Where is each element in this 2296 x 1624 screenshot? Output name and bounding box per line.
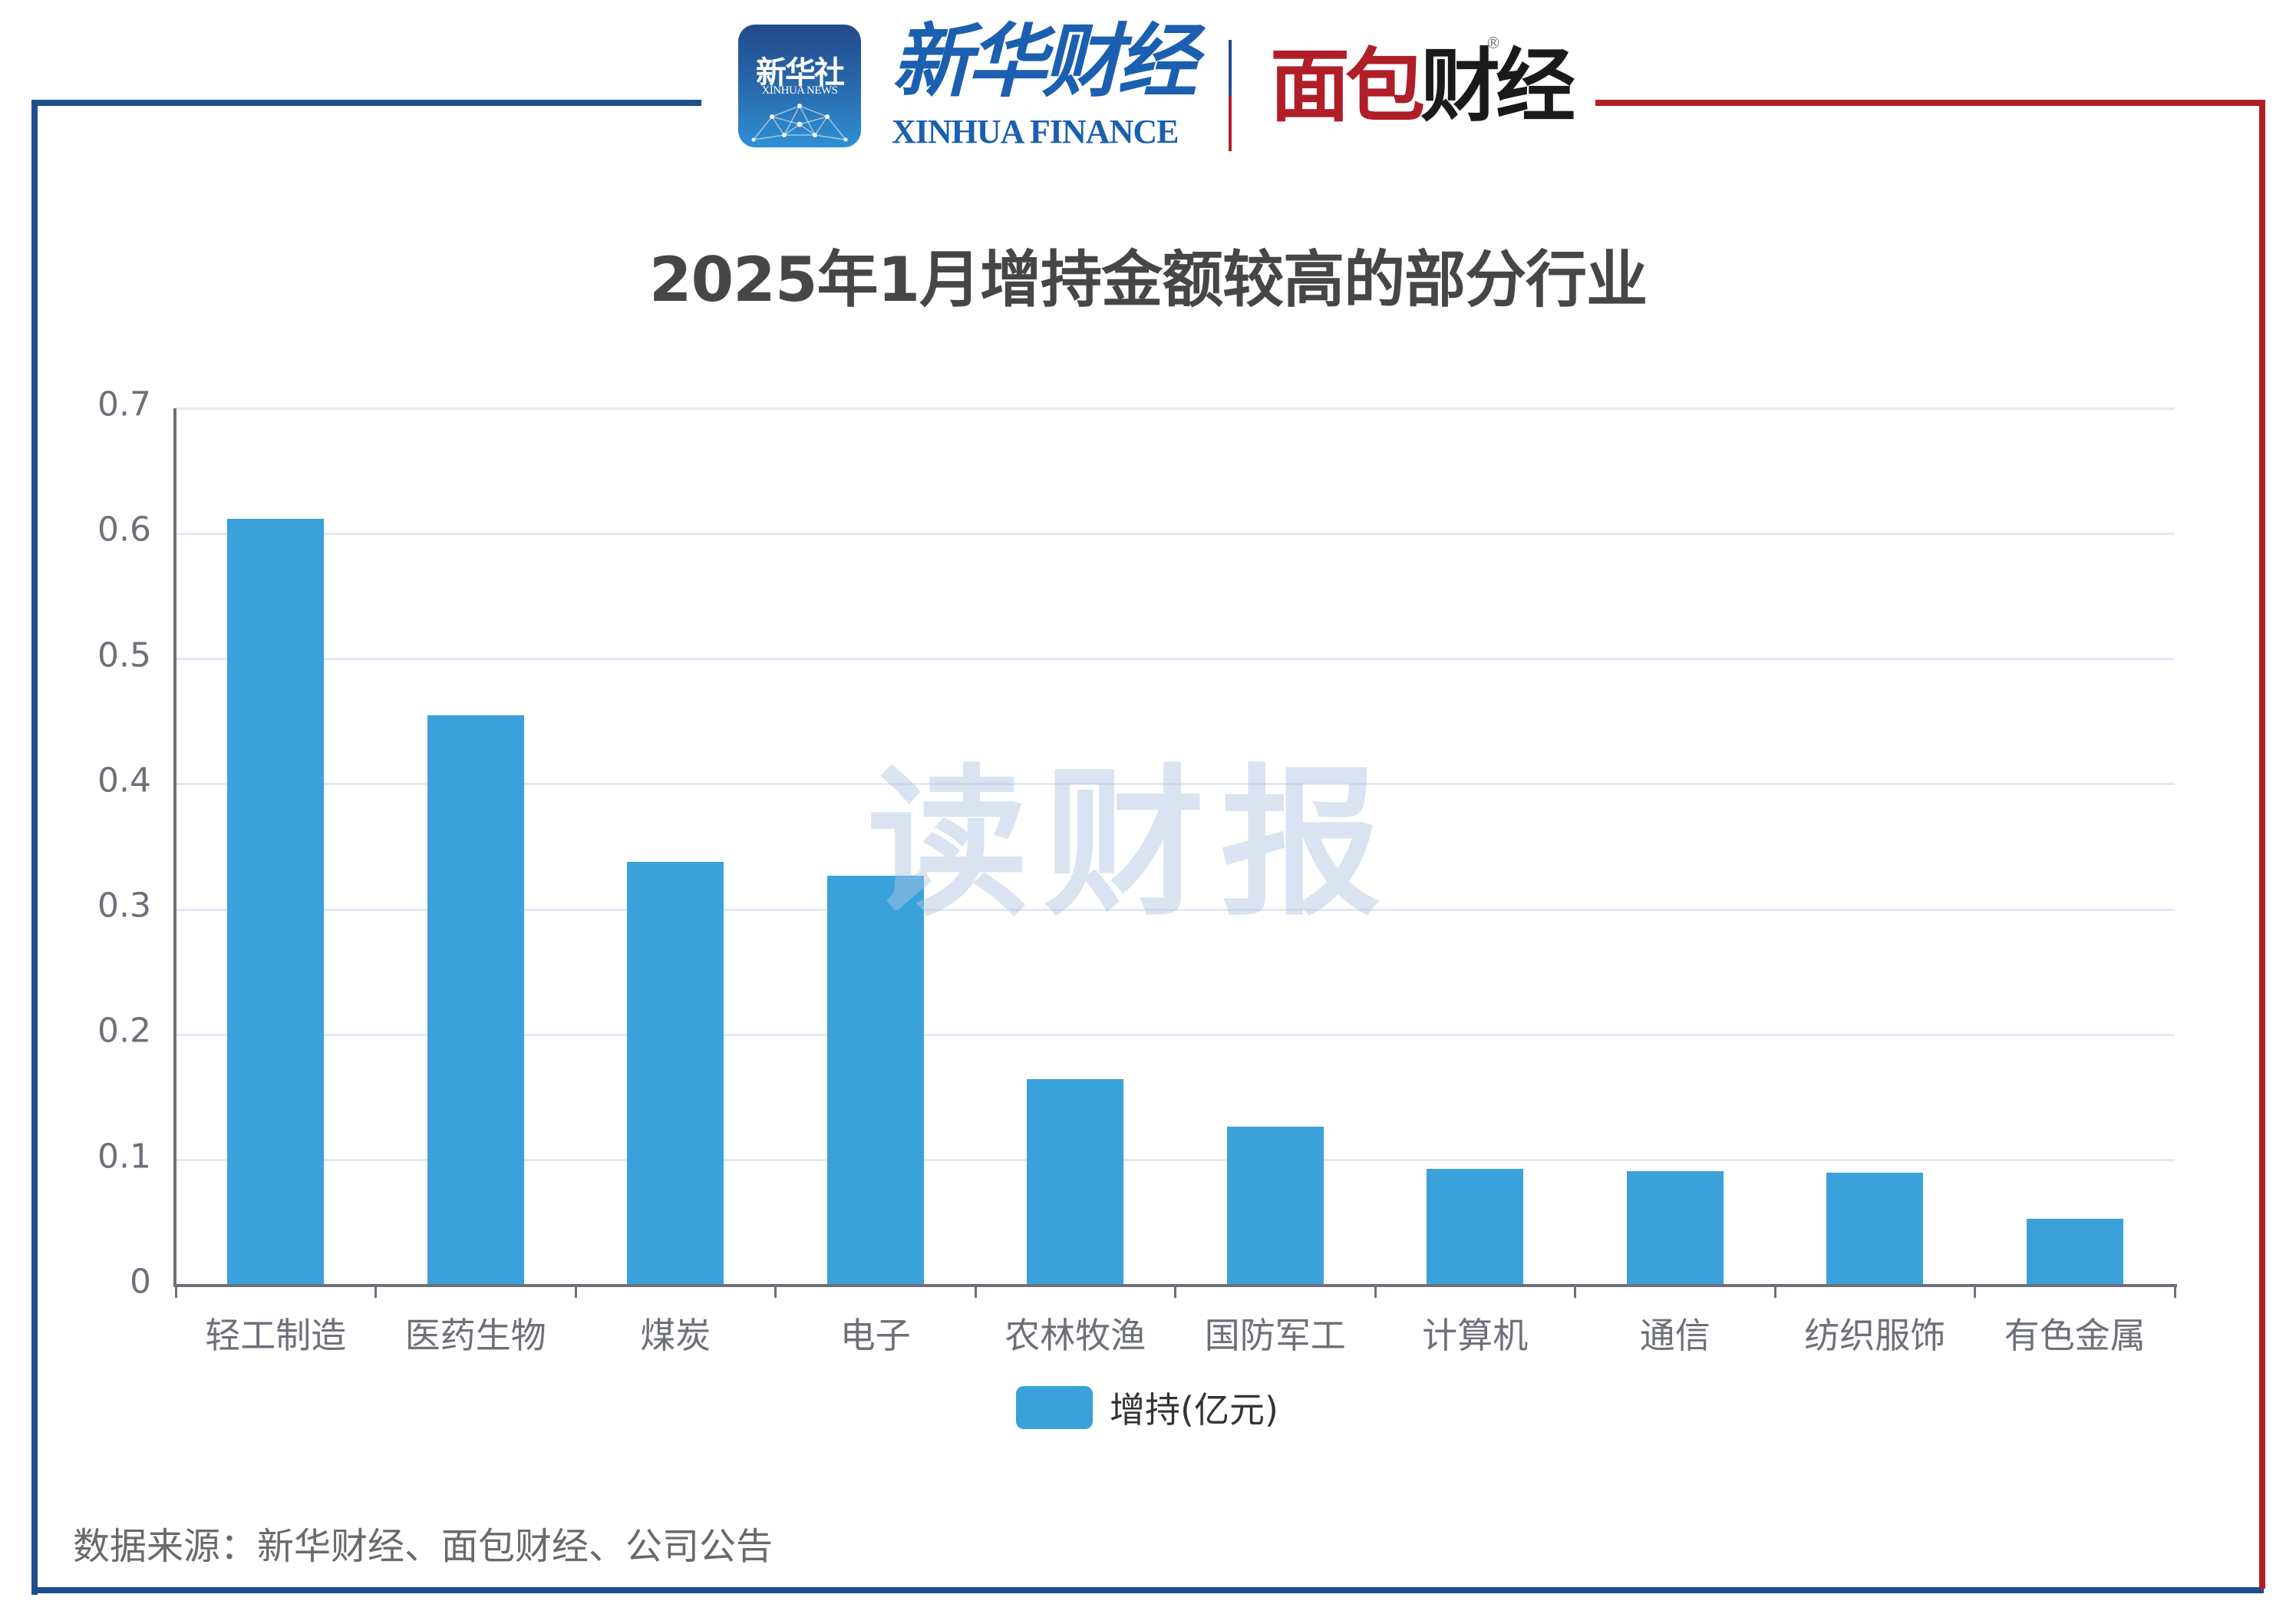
gridline-0.6 xyxy=(176,533,2175,535)
y-tick-label: 0.2 xyxy=(97,1011,151,1051)
x-tick-label: 轻工制造 xyxy=(205,1315,347,1356)
registered-trademark-icon: ® xyxy=(1486,34,1501,52)
legend-label: 增持(亿元) xyxy=(1110,1389,1278,1431)
bar[interactable] xyxy=(1226,1126,1324,1286)
bar[interactable] xyxy=(627,862,724,1286)
x-tick-label: 医药生物 xyxy=(404,1315,546,1356)
frame-right-red xyxy=(2259,100,2265,1589)
bar[interactable] xyxy=(227,518,325,1286)
bar[interactable] xyxy=(1027,1078,1124,1286)
x-tick-label: 有色金属 xyxy=(2004,1315,2146,1356)
x-tick-mark xyxy=(574,1286,577,1298)
mianbao-finance-logo: 面包财经 xyxy=(1270,46,1575,126)
xinhua-finance-logo-xinhua: 新华 xyxy=(892,14,1047,108)
y-tick-label: 0.3 xyxy=(97,886,151,926)
mianbao-logo-red-part: 面包 xyxy=(1270,39,1425,133)
gridline-0.4 xyxy=(176,783,2175,785)
x-tick-label: 计算机 xyxy=(1422,1315,1529,1356)
frame-top-right-red xyxy=(1595,100,2265,106)
xinhua-finance-logo-en: XINHUA FINANCE xyxy=(892,113,1179,150)
x-tick-mark xyxy=(974,1286,977,1298)
x-tick-mark xyxy=(774,1286,777,1298)
y-tick-label: 0.4 xyxy=(97,761,151,800)
x-tick-mark xyxy=(1574,1286,1576,1298)
y-tick-label: 0.7 xyxy=(97,385,151,424)
frame-left-blue xyxy=(31,100,38,1595)
data-source-note: 数据来源：新华财经、面包财经、公司公告 xyxy=(73,1525,774,1568)
x-tick-mark xyxy=(1174,1286,1176,1298)
x-tick-mark xyxy=(174,1286,177,1298)
gridline-0.5 xyxy=(176,658,2175,660)
y-axis xyxy=(173,408,176,1286)
mianbao-logo-black-part: 财经 xyxy=(1420,39,1575,133)
gridline-0.3 xyxy=(176,909,2175,911)
x-tick-label: 通信 xyxy=(1639,1315,1710,1356)
xinhua-news-logo-cn: 新华社 xyxy=(756,55,845,91)
gridline-0.2 xyxy=(176,1034,2175,1036)
legend-swatch xyxy=(1016,1386,1093,1429)
frame-bottom-blue xyxy=(31,1587,2264,1593)
x-tick-label: 电子 xyxy=(840,1315,911,1356)
x-tick-mark xyxy=(1374,1286,1377,1298)
network-globe-icon xyxy=(751,104,848,142)
bar[interactable] xyxy=(826,876,924,1286)
xinhua-finance-logo-cai: 财 xyxy=(1042,14,1122,108)
gridline-0.1 xyxy=(176,1159,2175,1161)
x-tick-label: 农林牧渔 xyxy=(1004,1315,1146,1356)
y-tick-label: 0.6 xyxy=(97,510,151,550)
x-tick-mark xyxy=(374,1286,377,1298)
watermark: 读财报 xyxy=(867,750,1397,938)
x-tick-label: 纺织服饰 xyxy=(1804,1315,1946,1356)
logo-divider xyxy=(1229,40,1232,151)
bar[interactable] xyxy=(1626,1171,1724,1286)
legend[interactable]: 增持(亿元) xyxy=(1016,1386,1278,1431)
bar[interactable] xyxy=(427,715,524,1286)
xinhua-news-logo: 新华社 XINHUA NEWS xyxy=(738,25,861,147)
x-tick-mark xyxy=(1773,1286,1776,1298)
x-tick-label: 煤炭 xyxy=(640,1315,711,1356)
y-tick-label: 0 xyxy=(130,1262,151,1302)
chart-title: 2025年1月增持金额较高的部分行业 xyxy=(648,244,1648,315)
plot-area: 0.7 0.6 0.5 0.4 0.3 0.2 0.1 0 读财报 轻工制造 医药… xyxy=(97,385,2177,1356)
y-tick-label: 0.5 xyxy=(97,635,151,675)
x-tick-label: 国防军工 xyxy=(1204,1315,1346,1356)
xinhua-news-logo-en: XINHUA NEWS xyxy=(761,84,838,97)
x-tick-mark xyxy=(1974,1286,1976,1298)
frame-top-left-blue xyxy=(31,100,701,106)
xinhua-finance-logo-jing: 经 xyxy=(1117,14,1197,108)
y-tick-label: 0.1 xyxy=(97,1137,151,1177)
x-tick-mark xyxy=(2173,1286,2176,1298)
bar[interactable] xyxy=(1826,1173,1924,1286)
xinhua-finance-logo: 新华财经 xyxy=(892,21,1197,101)
bar[interactable] xyxy=(2026,1219,2123,1286)
bar[interactable] xyxy=(1427,1169,1524,1286)
gridline-0.7 xyxy=(176,408,2175,410)
